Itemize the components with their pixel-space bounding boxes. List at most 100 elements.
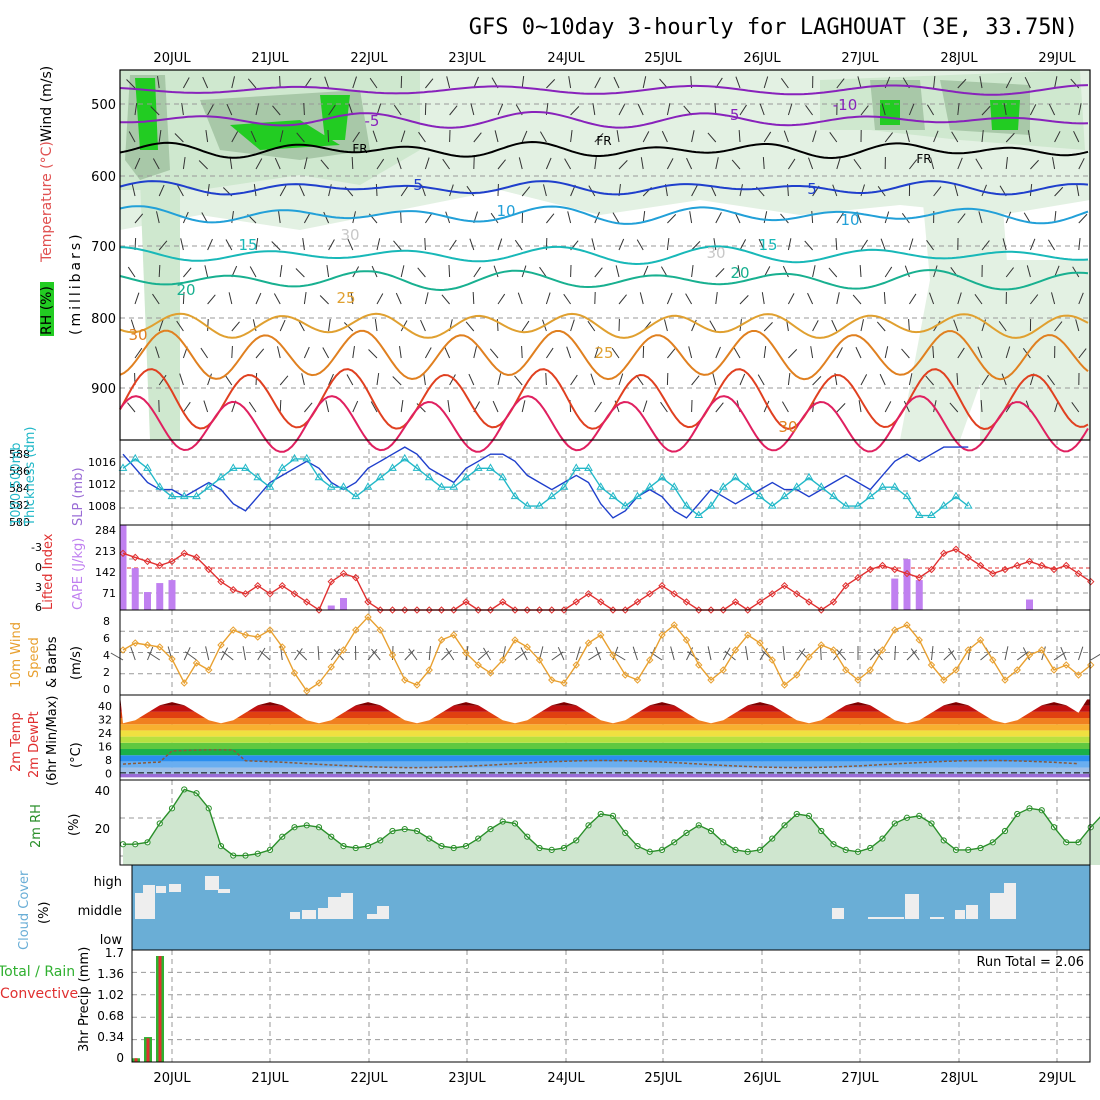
- wind10-barb: [833, 648, 843, 661]
- slp-thickness-panel: 588 586 584 582 580 1016 1012 1008: [9, 439, 1091, 529]
- wind-barb: [279, 319, 286, 332]
- temp-band: [120, 742, 1090, 750]
- wind10-barb: [441, 649, 452, 661]
- wind-barb: [1029, 238, 1036, 251]
- li-line-marker: [401, 606, 409, 614]
- wind10-barb: [371, 648, 381, 661]
- wind-barb: [980, 399, 983, 413]
- wind-barb: [808, 157, 814, 170]
- wind-barb: [981, 105, 991, 116]
- wind-barb: [279, 399, 282, 413]
- wind-barb: [374, 319, 378, 332]
- wind10-barb: [483, 647, 491, 661]
- wind-barb: [473, 346, 477, 359]
- wind-barb: [255, 238, 259, 251]
- cloud-box: [990, 893, 1016, 919]
- wind-barb: [810, 346, 814, 359]
- wind10-barb: [906, 649, 918, 661]
- wind-barb: [521, 345, 523, 359]
- wind-barb: [884, 266, 893, 278]
- thickness-line-marker: [314, 472, 324, 481]
- wind-barb: [812, 376, 822, 386]
- isotherm-line: [119, 312, 1089, 339]
- li-line-marker: [829, 598, 838, 606]
- wind-barb: [957, 347, 965, 359]
- wind-barb: [739, 373, 746, 386]
- wind-barb: [299, 184, 305, 197]
- upper-air-panel: 500 600 700 800 900 -10 -5 -5 FR FR FR 5 5 10 10 15 15 20…: [91, 69, 1091, 453]
- wind-barb: [908, 318, 910, 332]
- wind-barb: [689, 211, 693, 224]
- li-line-marker: [658, 582, 666, 590]
- wind10-tick: 2: [103, 666, 110, 679]
- thickness-line-marker: [535, 501, 544, 509]
- contour-label: 5: [413, 176, 423, 194]
- wind-barb: [763, 400, 770, 413]
- wind-barb: [352, 76, 357, 89]
- wind-barb: [225, 239, 233, 251]
- li-line-marker: [425, 606, 433, 614]
- precip-conv-bar: [158, 956, 162, 1062]
- wind10-line-marker: [682, 636, 691, 644]
- wind10-barb: [873, 648, 883, 661]
- wind-barb: [152, 158, 160, 170]
- wind-barb: [908, 293, 917, 305]
- cape-bar: [340, 598, 347, 610]
- thickness-line-marker: [731, 472, 740, 481]
- contour-label: FR: [916, 152, 931, 166]
- wind10-line-marker: [131, 639, 139, 647]
- wind-barb: [497, 103, 504, 116]
- wind-barb: [182, 77, 190, 89]
- ylabel-wind: Wind (m/s): [39, 66, 55, 142]
- thickness-tick: 584: [9, 482, 30, 495]
- wind10-line-marker: [388, 651, 397, 659]
- wind-barb: [1002, 238, 1007, 251]
- wind-barb: [207, 238, 213, 251]
- wind-ylabels: 10m Wind Speed & Barbs (m/s): [9, 622, 84, 688]
- ylabel-temp: Temperature (°C): [39, 141, 55, 263]
- wind-barb: [497, 159, 506, 170]
- wind-barb: [901, 348, 910, 359]
- wind-barb: [807, 292, 814, 305]
- wind-barb: [158, 374, 167, 386]
- wind-barb: [594, 267, 603, 278]
- wind10-tick: 0: [103, 683, 110, 696]
- contour-label: 30: [778, 418, 797, 436]
- wind-barb: [613, 76, 620, 89]
- slp-tick: 1016: [88, 456, 116, 469]
- precip-panel: 1.7 1.36 1.02 0.68 0.34 0: [97, 946, 1091, 1065]
- rh-shade-col1: [140, 180, 180, 440]
- wind10-barb: [205, 646, 210, 661]
- wind-barb: [134, 292, 140, 305]
- wind-barb: [667, 214, 677, 224]
- li-tick: 6: [35, 601, 42, 614]
- wind-barb: [514, 375, 523, 386]
- thickness-tick: 588: [9, 448, 30, 461]
- wind-barb: [758, 238, 765, 251]
- run-total: Run Total = 2.06: [976, 955, 1084, 970]
- wind-barb: [424, 292, 429, 305]
- wind-barb: [295, 268, 305, 278]
- wind-barb: [977, 346, 983, 359]
- wind10-line-marker: [1062, 661, 1070, 669]
- wind-barb: [328, 104, 336, 116]
- wind-barb: [497, 238, 503, 251]
- wind10-line-marker: [842, 666, 850, 674]
- wind-barb: [157, 76, 160, 89]
- wind-barb: [563, 293, 572, 305]
- wind-barb: [521, 76, 525, 89]
- wind10-barb: [1022, 647, 1030, 661]
- wind10-barb: [869, 649, 880, 661]
- wind10-barb: [707, 646, 712, 661]
- thickness-tick: 586: [9, 465, 30, 478]
- wind-barb: [1005, 157, 1008, 170]
- wind-barb: [957, 213, 966, 224]
- wind-barb: [951, 131, 959, 143]
- ylabel-thick: Thickness (dm): [23, 427, 38, 527]
- wind10-line-marker: [1013, 666, 1021, 674]
- cape-bar: [156, 583, 164, 610]
- wind10-line-marker: [793, 671, 801, 679]
- li-line-marker: [584, 590, 593, 598]
- wind-barb: [473, 266, 481, 278]
- wind-barb: [229, 157, 233, 170]
